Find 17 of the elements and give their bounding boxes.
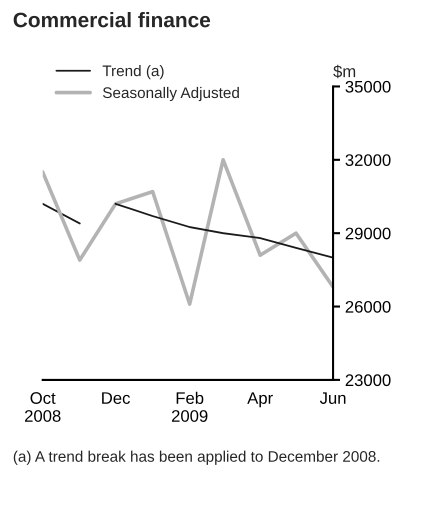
text: (a) A trend break has been applied to December 2008. (14, 450, 380, 465)
line-series (42, 158, 334, 306)
y-tick-label: 23000 (346, 374, 391, 386)
x-tick-label: Dec (102, 392, 130, 404)
y-axis-title: $m (333, 64, 356, 78)
x-tick-label: Jun (320, 392, 346, 404)
y-tick-label: 29000 (346, 228, 391, 240)
x-tick-label: Feb 2009 (172, 392, 208, 422)
legend-label: Seasonally Adjusted (102, 86, 239, 102)
x-tick-label: Oct 2008 (25, 392, 61, 422)
legend-label: Trend (a) (102, 64, 164, 80)
x-tick-label: Apr (247, 392, 273, 408)
line-series (114, 202, 334, 259)
y-tick-label: 32000 (346, 154, 391, 166)
chart-title: Commercial finance (14, 12, 210, 28)
y-tick-label: 35000 (346, 80, 391, 93)
y-tick-label: 26000 (346, 300, 391, 313)
